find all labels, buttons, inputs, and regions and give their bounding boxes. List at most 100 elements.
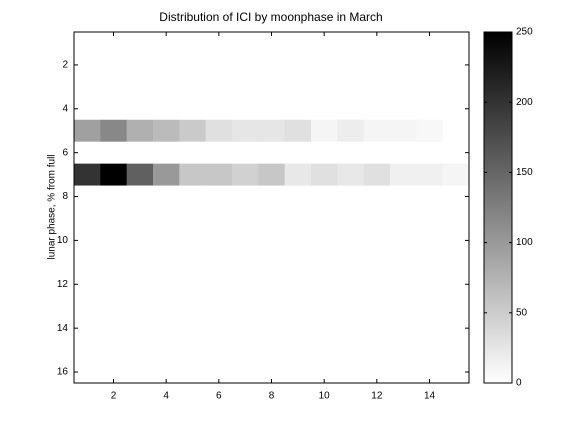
- y-tick-label: 8: [62, 191, 68, 202]
- heatmap-cell: [390, 97, 417, 121]
- heatmap-cell: [442, 53, 470, 77]
- heatmap-cell: [258, 185, 285, 208]
- heatmap-cell: [100, 163, 127, 186]
- heatmap-cell: [153, 207, 180, 230]
- heatmap-cell: [179, 163, 206, 186]
- y-tick-label: 16: [57, 367, 69, 378]
- heatmap-cell: [284, 207, 312, 230]
- colorbar-tick-label: 100: [516, 237, 533, 248]
- heatmap-cell: [284, 75, 312, 99]
- heatmap-cell: [311, 75, 338, 99]
- y-tick-label: 6: [62, 147, 68, 158]
- heatmap-cell: [363, 361, 391, 384]
- heatmap-cell: [100, 339, 127, 362]
- heatmap-cell: [153, 53, 180, 77]
- x-tick-label: 4: [163, 391, 169, 402]
- heatmap-cell: [126, 251, 154, 274]
- heatmap-cell: [390, 207, 417, 230]
- heatmap-cell: [126, 32, 154, 55]
- heatmap-cell: [179, 97, 206, 121]
- heatmap-cell: [337, 295, 364, 318]
- heatmap-cell: [126, 295, 154, 318]
- heatmap-cell: [205, 119, 233, 142]
- heatmap-cell: [416, 273, 443, 296]
- heatmap-cell: [100, 317, 127, 340]
- heatmap-cell: [442, 339, 470, 362]
- heatmap-cell: [258, 163, 285, 186]
- heatmap-cell: [126, 75, 154, 99]
- heatmap-cell: [258, 207, 285, 230]
- heatmap-cells: [74, 32, 470, 384]
- heatmap-cell: [390, 141, 417, 164]
- heatmap-cell: [74, 53, 101, 77]
- heatmap-cell: [363, 32, 391, 55]
- colorbar-tick-label: 150: [516, 167, 533, 178]
- heatmap-cell: [363, 163, 391, 186]
- heatmap-cell: [153, 119, 180, 142]
- heatmap-cell: [100, 207, 127, 230]
- heatmap-cell: [337, 317, 364, 340]
- heatmap-cell: [232, 32, 259, 55]
- heatmap-cell: [74, 251, 101, 274]
- heatmap-cell: [416, 97, 443, 121]
- heatmap-cell: [442, 361, 470, 384]
- heatmap-cell: [100, 119, 127, 142]
- heatmap-cell: [153, 97, 180, 121]
- heatmap-cell: [100, 53, 127, 77]
- heatmap-cell: [179, 339, 206, 362]
- heatmap-cell: [126, 119, 154, 142]
- heatmap-cell: [126, 53, 154, 77]
- heatmap-cell: [179, 251, 206, 274]
- heatmap-cell: [205, 361, 233, 384]
- heatmap-cell: [205, 317, 233, 340]
- heatmap-cell: [311, 251, 338, 274]
- x-tick-label: 6: [216, 391, 222, 402]
- x-tick-label: 10: [319, 391, 331, 402]
- heatmap-cell: [205, 53, 233, 77]
- heatmap-cell: [179, 361, 206, 384]
- heatmap-cell: [126, 339, 154, 362]
- heatmap-cell: [232, 207, 259, 230]
- heatmap-cell: [153, 32, 180, 55]
- y-tick-label: 14: [57, 323, 69, 334]
- heatmap-cell: [126, 207, 154, 230]
- heatmap-cell: [442, 207, 470, 230]
- heatmap-cell: [232, 339, 259, 362]
- heatmap-cell: [205, 97, 233, 121]
- heatmap-cell: [179, 32, 206, 55]
- heatmap-cell: [258, 295, 285, 318]
- heatmap-cell: [232, 251, 259, 274]
- heatmap-cell: [100, 229, 127, 252]
- heatmap-cell: [442, 273, 470, 296]
- heatmap-cell: [284, 251, 312, 274]
- y-tick-label: 12: [57, 279, 69, 290]
- heatmap-cell: [205, 207, 233, 230]
- heatmap-cell: [442, 97, 470, 121]
- x-tick-label: 8: [269, 391, 275, 402]
- heatmap-cell: [126, 317, 154, 340]
- heatmap-cell: [390, 229, 417, 252]
- heatmap-cell: [442, 251, 470, 274]
- heatmap-cell: [232, 97, 259, 121]
- heatmap-cell: [232, 361, 259, 384]
- heatmap-cell: [232, 317, 259, 340]
- heatmap-cell: [337, 251, 364, 274]
- heatmap-cell: [284, 361, 312, 384]
- heatmap-cell: [205, 141, 233, 164]
- heatmap-cell: [100, 141, 127, 164]
- heatmap-cell: [390, 53, 417, 77]
- heatmap-cell: [337, 163, 364, 186]
- heatmap-cell: [100, 361, 127, 384]
- heatmap-cell: [258, 119, 285, 142]
- heatmap-cell: [363, 75, 391, 99]
- heatmap-cell: [205, 295, 233, 318]
- colorbar-tick-label: 0: [516, 378, 522, 389]
- heatmap-cell: [337, 229, 364, 252]
- heatmap-cell: [179, 295, 206, 318]
- heatmap-cell: [100, 75, 127, 99]
- heatmap-cell: [100, 32, 127, 55]
- heatmap-cell: [258, 32, 285, 55]
- heatmap-cell: [258, 317, 285, 340]
- heatmap-cell: [153, 141, 180, 164]
